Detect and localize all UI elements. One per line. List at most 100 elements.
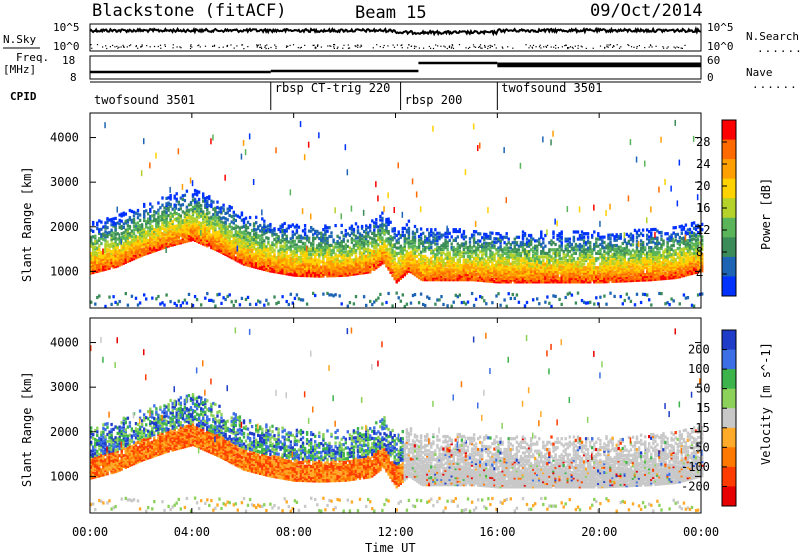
heatmap-cell — [350, 251, 354, 255]
heatmap-cell — [94, 263, 97, 267]
heatmap-cell — [312, 233, 315, 237]
heatmap-cell — [367, 234, 370, 238]
heatmap-cell — [407, 237, 411, 241]
heatmap-cell — [104, 260, 107, 264]
heatmap-cell — [356, 271, 360, 276]
heatmap-cell — [540, 235, 543, 239]
heatmap-cell — [108, 245, 111, 249]
heatmap-cell — [365, 261, 368, 266]
heatmap-cell — [250, 236, 254, 240]
heatmap-cell — [375, 244, 378, 248]
heatmap-cell — [238, 231, 242, 235]
heatmap-cell — [348, 249, 352, 254]
heatmap-cell — [126, 254, 130, 258]
heatmap-cell — [214, 244, 217, 248]
heatmap-cell — [244, 297, 248, 302]
heatmap-cell — [94, 236, 97, 240]
heatmap-cell — [422, 254, 425, 259]
heatmap-cell — [373, 221, 376, 225]
heatmap-cell — [479, 268, 482, 272]
heatmap-cell — [395, 233, 398, 238]
heatmap-cell — [153, 242, 156, 246]
noise-search-dot — [109, 46, 111, 48]
heatmap-cell — [552, 269, 555, 273]
heatmap-cell — [419, 256, 423, 260]
heatmap-cell — [143, 217, 146, 221]
heatmap-cell — [261, 244, 264, 248]
heatmap-cell — [291, 223, 294, 227]
heatmap-cell — [265, 252, 268, 256]
noise-search-dot — [347, 44, 349, 46]
heatmap-cell — [407, 264, 411, 268]
heatmap-cell — [279, 246, 282, 250]
heatmap-cell — [322, 261, 325, 266]
heatmap-cell — [307, 263, 311, 267]
heatmap-cell — [440, 247, 443, 251]
heatmap-cell — [255, 238, 258, 243]
heatmap-cell — [519, 258, 523, 263]
heatmap-cell — [248, 253, 252, 257]
heatmap-cell — [228, 242, 231, 246]
heatmap-cell — [413, 241, 417, 245]
heatmap-cell — [574, 269, 578, 273]
heatmap-cell — [472, 267, 476, 271]
heatmap-cell — [523, 271, 527, 275]
heatmap-cell — [497, 266, 500, 270]
heatmap-cell — [503, 298, 506, 302]
heatmap-cell — [383, 232, 386, 236]
heatmap-cell — [106, 247, 109, 251]
heatmap-cell — [212, 229, 215, 233]
heatmap-cell — [534, 262, 537, 266]
heatmap-cell — [356, 270, 360, 274]
heatmap-cell — [521, 237, 525, 241]
heatmap-cell — [138, 254, 142, 258]
heatmap-cell — [552, 232, 555, 236]
heatmap-cell — [489, 252, 492, 256]
heatmap-cell — [568, 273, 571, 277]
heatmap-cell — [143, 215, 146, 219]
heatmap-cell — [263, 264, 266, 268]
heatmap-cell — [228, 249, 231, 253]
heatmap-cell — [474, 220, 477, 227]
heatmap-cell — [444, 267, 447, 271]
heatmap-cell — [544, 264, 547, 268]
heatmap-cell — [145, 243, 148, 247]
heatmap-cell — [234, 229, 237, 233]
heatmap-cell — [432, 125, 434, 132]
heatmap-cell — [440, 256, 443, 260]
heatmap-cell — [434, 238, 437, 242]
heatmap-cell — [350, 253, 354, 257]
heatmap-cell — [385, 228, 388, 232]
heatmap-cell — [320, 237, 323, 241]
heatmap-cell — [295, 243, 299, 247]
noise-search-dot — [666, 47, 668, 49]
heatmap-cell — [424, 269, 427, 273]
noise-search-dot — [475, 46, 477, 48]
heatmap-cell — [534, 269, 537, 273]
heatmap-cell — [456, 258, 459, 262]
heatmap-cell — [544, 278, 547, 282]
heatmap-cell — [322, 274, 325, 278]
heatmap-cell — [159, 302, 162, 306]
heatmap-cell — [244, 241, 248, 245]
heatmap-cell — [497, 253, 500, 257]
heatmap-cell — [297, 270, 301, 274]
heatmap-cell — [477, 269, 480, 273]
heatmap-cell — [124, 237, 127, 241]
heatmap-cell — [419, 232, 423, 236]
heatmap-cell — [438, 231, 441, 235]
heatmap-cell — [393, 250, 396, 254]
heatmap-cell — [434, 278, 437, 282]
heatmap-cell — [208, 229, 211, 233]
heatmap-cell — [395, 271, 398, 275]
heatmap-cell — [118, 218, 121, 222]
heatmap-cell — [305, 238, 309, 242]
heatmap-cell — [340, 302, 343, 306]
heatmap-cell — [116, 206, 118, 213]
heatmap-cell — [507, 266, 510, 270]
heatmap-cell — [389, 240, 392, 244]
heatmap-cell — [434, 258, 437, 262]
heatmap-cell — [485, 252, 488, 256]
heatmap-cell — [517, 258, 521, 263]
heatmap-cell — [271, 255, 274, 259]
